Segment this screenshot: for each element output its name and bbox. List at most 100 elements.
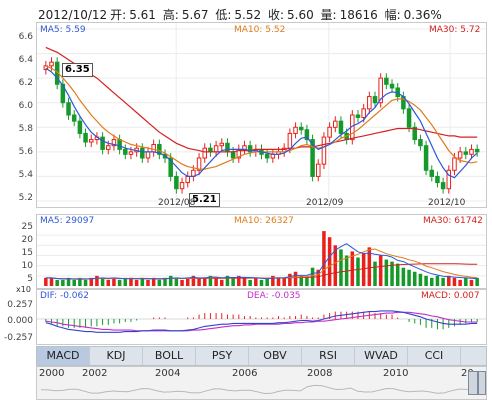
tab-obv[interactable]: OBV [249,347,302,365]
timeline-sparkline [40,384,474,395]
volume-bar [458,279,462,286]
timeline-sparkline-line [40,384,474,395]
volume-bar [242,277,247,286]
dif-legend: DIF: -0.062 [40,291,89,301]
volume-bar [475,277,479,286]
timeline-year: 2006 [232,368,258,379]
tab-cci[interactable]: CCI [408,347,461,365]
candle-body [372,96,378,104]
vol-unit: x10 [16,285,31,294]
volume-bar [123,277,128,286]
volume-bar [112,277,116,286]
vol-y-tick: 5 [27,274,33,284]
candle-body [106,145,111,150]
tab-psy[interactable]: PSY [196,347,249,365]
macd-y-tick: 0.000 [7,316,33,326]
candle-body [168,157,173,177]
volume-bar [464,277,468,286]
volume-bar [220,279,224,286]
price-y-tick: 6.2 [18,78,33,88]
volume-bar [100,277,105,286]
candle-body [474,148,480,153]
volume-value: 18616 [339,8,378,22]
vol-y-tick: 10 [21,261,33,271]
candle-body [123,148,128,155]
volume-bar [202,277,207,286]
volume-bar [248,279,252,286]
volume-bar [378,255,383,286]
volume-bar [44,277,48,286]
candle-body [440,182,446,190]
candle-body [293,126,298,134]
candle-body [219,142,225,147]
timeline-navigator[interactable]: 2000 2002 2004 2006 2008 2010 20 [36,366,487,400]
volume-bar [390,261,394,286]
candle-body [429,169,435,177]
price-x-tick: 2012/08 [158,198,196,208]
candle-body [83,132,88,143]
tab-boll[interactable]: BOLL [143,347,196,365]
volume-bar [282,277,286,286]
volume-bar [66,277,71,286]
high-callout: 6.35 [62,63,93,77]
ma5-legend: MA5: 5.59 [40,25,86,35]
ma10-legend: MA10: 5.52 [234,25,286,35]
volume-bar [72,279,76,286]
price-panel: MA5: 5.59 MA10: 5.52 MA30: 5.72 6.35 5.2… [36,22,487,208]
volume-chart [37,231,486,286]
volume-bar [288,273,292,286]
volume-bar [225,275,230,286]
volume-bar [208,275,213,286]
volume-bar [151,277,156,286]
quote-header: 2012/10/12 开: 5.61 高: 5.67 低: 5.52 收: 5.60 量:… [38,6,445,23]
candle-body [418,139,423,147]
candle-body [202,147,208,159]
price-x-tick: 2012/10 [428,198,466,208]
price-y-tick: 5.6 [18,147,33,157]
candle-body [452,157,457,171]
tab-kdj[interactable]: KDJ [90,347,143,365]
volume-bar [322,231,326,286]
volume-bar [418,273,423,286]
candle-body [111,139,117,147]
candle-body [406,108,412,128]
timeline-year: 2002 [82,368,108,379]
price-y-tick: 5.4 [18,170,33,180]
candle-body [435,175,440,184]
open-value: 5.61 [129,8,156,22]
volume-bar [180,279,184,286]
vol-y-tick: 25 [21,222,33,232]
volume-bar [83,279,88,286]
candle-body [174,175,179,190]
volume-bar [276,277,281,286]
low-value: 5.52 [234,8,262,22]
tab-macd[interactable]: MACD [37,347,90,365]
candle-body [367,96,372,110]
price-y-tick: 6.6 [18,32,33,42]
range-handle-left[interactable] [468,371,478,395]
volume-bar [327,237,332,286]
volume-bar [197,277,201,286]
volume-bar [430,277,434,286]
quote-date: 2012/10/12 [38,8,108,22]
volume-bar [157,279,162,286]
vol-y-tick: 15 [21,248,33,258]
range-handle-right[interactable] [478,371,486,395]
volume-bar [395,263,400,286]
candle-body [315,163,321,177]
volume-bar [435,275,440,286]
dif-line [45,310,478,333]
candle-body [333,120,338,128]
tab-wvad[interactable]: WVAD [355,347,408,365]
candle-body [287,132,293,149]
vol-y-tick: 20 [21,235,33,245]
candle-body [128,151,134,155]
candle-body [145,151,151,159]
macd-y-tick: -0.257 [3,333,33,343]
candle-body [446,169,452,190]
volume-bar [452,277,457,286]
volume-bar [367,247,372,286]
volume-bar [293,271,298,286]
tab-rsi[interactable]: RSI [302,347,355,365]
candle-body [179,182,185,190]
